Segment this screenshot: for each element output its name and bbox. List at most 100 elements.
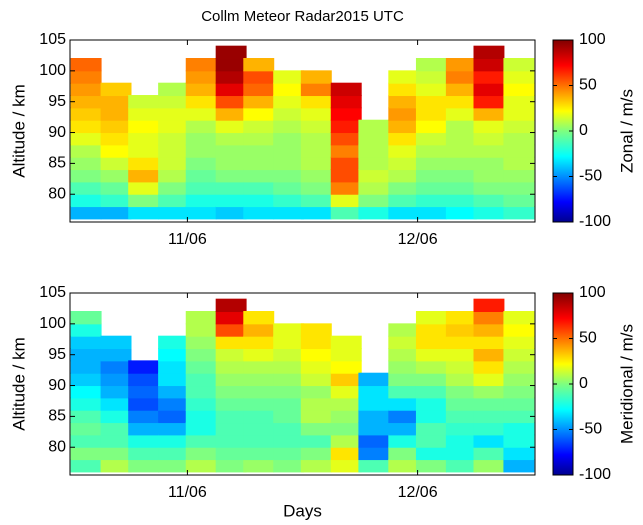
heatmap-cell xyxy=(445,70,477,84)
heatmap-cell xyxy=(128,107,160,121)
heatmap-cell xyxy=(215,372,247,387)
heatmap-cell xyxy=(415,422,447,436)
y-tick-label: 80 xyxy=(48,438,66,455)
heatmap-cell xyxy=(100,132,132,146)
heatmap-cell xyxy=(185,144,217,158)
heatmap-cell xyxy=(243,323,275,337)
heatmap-cell xyxy=(273,422,305,436)
heatmap-cell xyxy=(100,422,132,436)
heatmap-cell xyxy=(70,323,102,337)
heatmap-cell xyxy=(243,459,275,473)
heatmap-cell xyxy=(100,119,132,134)
heatmap-cell xyxy=(70,311,102,325)
heatmap-cell xyxy=(330,82,362,97)
heatmap-cell xyxy=(158,156,190,171)
heatmap-cell xyxy=(215,119,247,134)
heatmap-cell xyxy=(185,385,217,399)
heatmap-cell xyxy=(300,119,332,134)
heatmap-cell xyxy=(128,206,160,220)
heatmap-cell xyxy=(388,119,420,134)
heatmap-cell xyxy=(128,156,160,171)
heatmap-cell xyxy=(503,335,535,350)
heatmap-cell xyxy=(158,348,190,362)
heatmap-cell xyxy=(185,323,217,337)
heatmap-cell xyxy=(330,193,362,208)
heatmap-cell xyxy=(243,446,275,461)
heatmap-cell xyxy=(503,385,535,399)
heatmap-cell xyxy=(503,132,535,146)
heatmap-cell xyxy=(70,360,102,374)
heatmap-cell xyxy=(128,385,160,399)
heatmap-cell xyxy=(473,409,505,424)
heatmap-cell xyxy=(415,58,447,72)
heatmap-cell xyxy=(388,70,420,84)
heatmap-cell xyxy=(415,348,447,362)
heatmap-cell xyxy=(473,459,505,473)
heatmap-cell xyxy=(415,335,447,350)
heatmap-cell xyxy=(445,459,477,473)
heatmap-cell xyxy=(473,372,505,387)
heatmap-cell xyxy=(388,459,420,473)
heatmap xyxy=(70,298,535,473)
heatmap-cell xyxy=(273,434,305,448)
heatmap-cell xyxy=(215,144,247,158)
heatmap-cell xyxy=(388,360,420,374)
y-tick-label: 100 xyxy=(39,315,66,332)
heatmap-cell xyxy=(70,206,102,220)
heatmap-cell xyxy=(330,206,362,220)
heatmap-cell xyxy=(445,132,477,146)
heatmap-cell xyxy=(158,107,190,121)
heatmap-cell xyxy=(128,181,160,195)
heatmap-cell xyxy=(273,459,305,473)
heatmap-cell xyxy=(158,360,190,374)
heatmap-cell xyxy=(388,434,420,448)
colorbar-tick-label: -50 xyxy=(579,168,602,185)
heatmap-cell xyxy=(445,193,477,208)
heatmap-cell xyxy=(70,193,102,208)
heatmap-cell xyxy=(445,206,477,220)
heatmap-cell xyxy=(473,311,505,325)
heatmap-cell xyxy=(445,422,477,436)
heatmap-cell xyxy=(100,360,132,374)
plot-frame xyxy=(69,39,536,223)
heatmap-cell xyxy=(300,82,332,97)
heatmap-cell xyxy=(215,360,247,374)
y-tick-label: 95 xyxy=(48,93,66,110)
heatmap-cell xyxy=(415,397,447,411)
y-tick-label: 80 xyxy=(48,185,66,202)
heatmap-cell xyxy=(388,107,420,121)
heatmap-cell xyxy=(273,156,305,171)
heatmap-cell xyxy=(185,459,217,473)
heatmap-cell xyxy=(273,372,305,387)
heatmap-cell xyxy=(358,144,390,158)
heatmap-cell xyxy=(215,169,247,183)
colorbar-tick-label: 50 xyxy=(579,77,597,94)
heatmap-cell xyxy=(128,144,160,158)
heatmap-cell xyxy=(185,107,217,121)
heatmap-cell xyxy=(503,107,535,121)
heatmap-cell xyxy=(330,397,362,411)
heatmap-cell xyxy=(70,169,102,183)
heatmap-cell xyxy=(358,119,390,134)
heatmap-cell xyxy=(473,132,505,146)
heatmap-cell xyxy=(70,58,102,72)
heatmap-cell xyxy=(473,82,505,97)
heatmap-cell xyxy=(243,385,275,399)
heatmap-cell xyxy=(100,169,132,183)
colorbar-tick-label: -100 xyxy=(579,466,611,483)
colorbar-tick-label: -50 xyxy=(579,421,602,438)
heatmap-cell xyxy=(70,335,102,350)
heatmap-cell xyxy=(358,459,390,473)
colorbar-tick-label: -100 xyxy=(579,213,611,230)
heatmap-cell xyxy=(388,193,420,208)
heatmap-cell xyxy=(128,360,160,374)
heatmap-cell xyxy=(158,206,190,220)
heatmap-cell xyxy=(503,156,535,171)
heatmap-cell xyxy=(215,95,247,109)
heatmap-cell xyxy=(503,181,535,195)
heatmap-cell xyxy=(100,385,132,399)
heatmap-cell xyxy=(388,132,420,146)
heatmap-cell xyxy=(473,193,505,208)
heatmap-cell xyxy=(330,348,362,362)
heatmap-cell xyxy=(185,119,217,134)
